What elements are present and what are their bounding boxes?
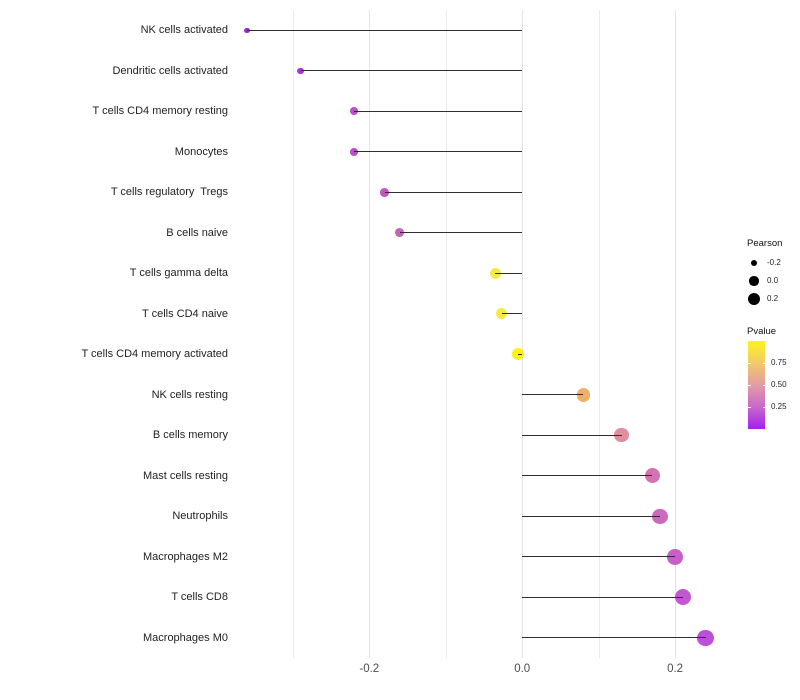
pvalue-gradient-bar — [748, 341, 765, 429]
gridline — [522, 10, 524, 658]
y-axis-label: T cells CD4 memory activated — [81, 348, 228, 361]
lollipop-segment — [354, 151, 523, 153]
lollipop-segment — [300, 70, 523, 72]
pvalue-bar-tick — [762, 363, 765, 364]
legend-size-dot — [750, 259, 758, 267]
data-point — [297, 67, 304, 74]
y-axis-label: NK cells resting — [151, 388, 228, 401]
legend-size-label: 0.2 — [767, 294, 779, 303]
lollipop-segment — [246, 29, 523, 31]
y-axis-label: T cells regulatory Tregs — [110, 186, 228, 199]
pvalue-bar-tick — [748, 363, 751, 364]
lollipop-segment — [399, 232, 523, 234]
legend-size-label: 0.0 — [767, 276, 779, 285]
legend-pvalue-title: Pvalue — [747, 326, 777, 337]
lollipop-segment — [522, 434, 622, 436]
lollipop-segment — [354, 110, 523, 112]
gridline — [445, 10, 447, 658]
y-axis-label: NK cells activated — [140, 24, 228, 37]
plot-panel — [237, 10, 737, 658]
gridline — [675, 10, 677, 658]
lollipop-segment — [522, 515, 660, 517]
pvalue-bar-tick — [748, 385, 751, 386]
lollipop-segment — [495, 272, 523, 274]
lollipop-segment — [522, 394, 584, 396]
lollipop-segment — [522, 637, 706, 639]
data-point — [489, 267, 502, 279]
pvalue-bar-tick — [762, 385, 765, 386]
lollipop-segment — [384, 191, 523, 193]
y-axis-label: Macrophages M0 — [143, 631, 228, 644]
lollipop-segment — [522, 556, 676, 558]
gridline — [369, 10, 371, 658]
lollipop-segment — [518, 353, 523, 355]
legend-size-dot — [749, 276, 759, 286]
pvalue-tick-label: 0.50 — [771, 380, 787, 389]
x-axis-tick-label: 0.0 — [514, 663, 531, 675]
y-axis-label: T cells CD4 memory resting — [92, 105, 229, 118]
pvalue-tick-label: 0.75 — [771, 358, 787, 367]
y-axis-label: B cells naive — [166, 226, 228, 239]
y-axis-label: T cells CD8 — [171, 591, 228, 604]
y-axis-label: B cells memory — [152, 429, 228, 442]
lollipop-segment — [522, 475, 653, 477]
y-axis-label: Dendritic cells activated — [112, 64, 228, 77]
gridline — [598, 10, 600, 658]
x-axis-tick-label: 0.2 — [667, 663, 684, 675]
data-point — [652, 508, 668, 524]
pvalue-bar-tick — [748, 407, 751, 408]
y-axis-label: Macrophages M2 — [143, 550, 228, 563]
gridline — [292, 10, 294, 658]
y-axis-label: Neutrophils — [172, 510, 228, 523]
lollipop-segment — [522, 596, 683, 598]
lollipop-segment — [501, 313, 523, 315]
legend-size-label: -0.2 — [767, 258, 781, 267]
data-point — [380, 188, 389, 197]
y-axis-label: Mast cells resting — [143, 469, 228, 482]
pvalue-tick-label: 0.25 — [771, 402, 787, 411]
y-axis-label: T cells CD4 naive — [142, 307, 228, 320]
x-axis-tick-label: -0.2 — [359, 663, 380, 675]
legend-size-dot — [747, 292, 761, 306]
y-axis-label: T cells gamma delta — [129, 267, 228, 280]
pvalue-bar-tick — [762, 407, 765, 408]
data-point — [667, 548, 683, 565]
y-axis-label: Monocytes — [174, 145, 228, 158]
legend-pearson-title: Pearson — [747, 238, 783, 249]
